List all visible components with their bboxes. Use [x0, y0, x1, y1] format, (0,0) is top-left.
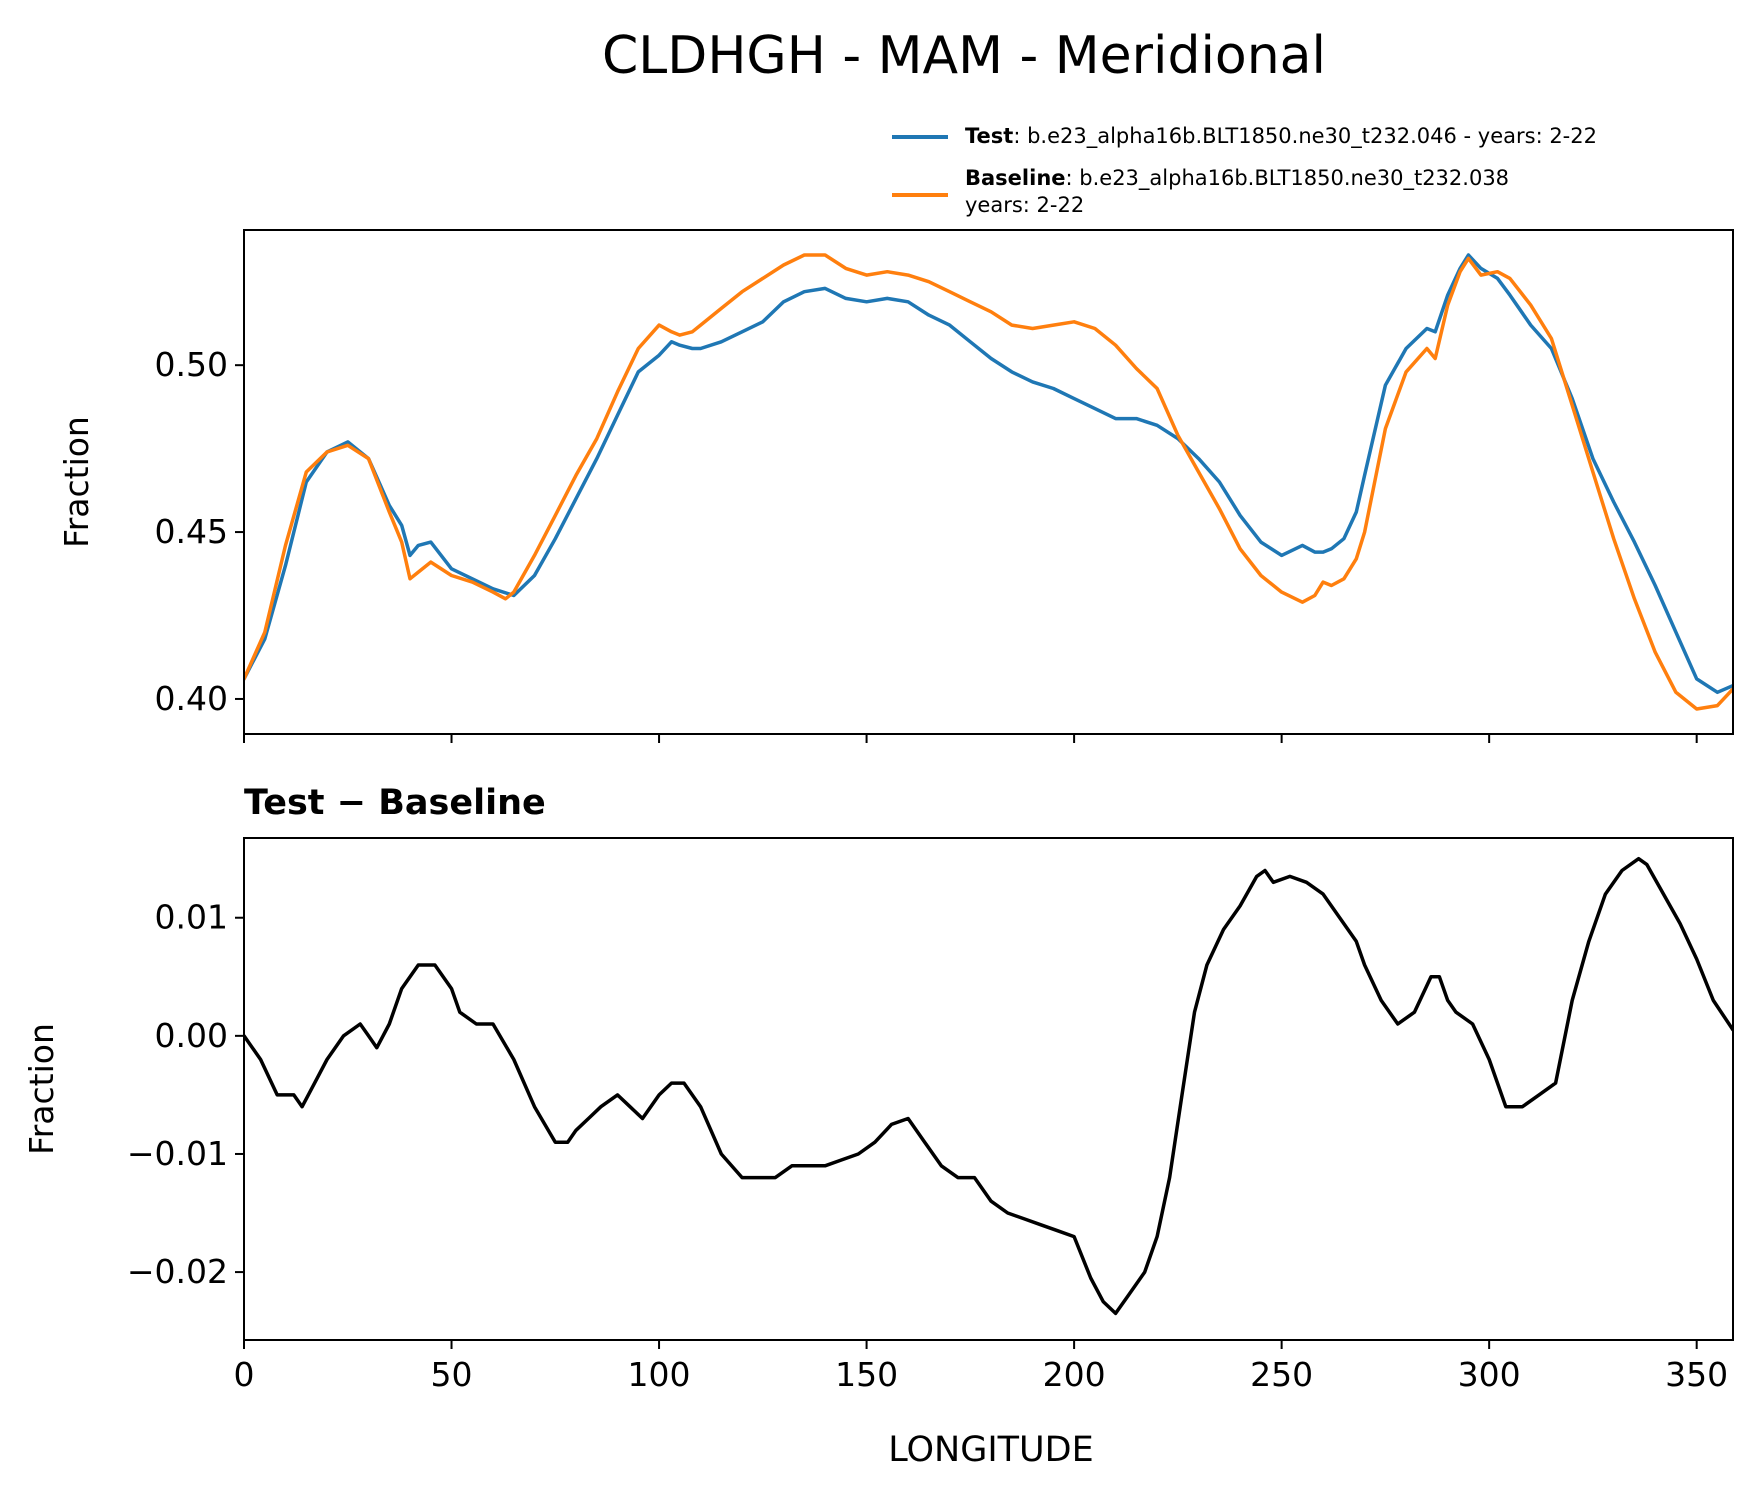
bottom-series-group [244, 856, 1733, 1316]
bottom-x-tick-label: 350 [1665, 1355, 1728, 1394]
bottom-y-tick-label: 0.01 [155, 898, 228, 937]
top-axes-frame [243, 229, 1734, 735]
bottom-x-tick-label: 150 [835, 1355, 898, 1394]
top-y-ticks: 0.40 0.45 0.50 [155, 345, 244, 718]
top-y-tick-label: 0.50 [155, 345, 228, 384]
bottom-x-tick-label: 100 [628, 1355, 691, 1394]
bottom-y-tick-label: −0.01 [127, 1134, 228, 1173]
top-series-group [244, 253, 1733, 711]
top-y-tick-label: 0.45 [155, 512, 228, 551]
bottom-x-tick-label: 50 [431, 1355, 473, 1394]
bottom-x-axis-label: LONGITUDE [888, 1430, 1094, 1470]
bottom-x-tick-label: 0 [234, 1355, 255, 1394]
bottom-y-ticks: −0.02 −0.01 0.00 0.01 [127, 898, 244, 1291]
figure-title: CLDHGH - MAM - Meridional [602, 26, 1326, 86]
bottom-x-tick-label: 250 [1250, 1355, 1313, 1394]
panel-top: 0.40 0.45 0.50 Fraction [57, 229, 1734, 743]
bottom-y-tick-label: 0.00 [155, 1016, 228, 1055]
top-x-ticks [243, 734, 1698, 743]
series-line-test [244, 253, 1733, 695]
bottom-x-ticks: 0 50 100 150 200 250 300 350 [234, 1340, 1728, 1394]
bottom-y-axis-label: Fraction [22, 1023, 61, 1155]
series-line-baseline [244, 253, 1733, 711]
legend: Test: b.e23_alpha16b.BLT1850.ne30_t232.0… [892, 124, 1597, 217]
bottom-x-tick-label: 200 [1043, 1355, 1106, 1394]
legend-label-baseline-years: years: 2-22 [965, 193, 1084, 217]
bottom-y-tick-label: −0.02 [127, 1252, 228, 1291]
top-y-axis-label: Fraction [57, 416, 96, 548]
legend-label-baseline: Baseline: b.e23_alpha16b.BLT1850.ne30_t2… [965, 166, 1509, 191]
bottom-axes-frame [243, 837, 1734, 1341]
top-y-tick-label: 0.40 [155, 679, 228, 718]
legend-label-test: Test: b.e23_alpha16b.BLT1850.ne30_t232.0… [965, 124, 1597, 149]
bottom-panel-title: Test − Baseline [244, 783, 546, 823]
series-line-test-baseline [244, 856, 1733, 1316]
panel-bottom: Test − Baseline −0.02 −0.01 0.00 0.01 0 50 10… [22, 783, 1734, 1470]
bottom-x-tick-label: 300 [1458, 1355, 1521, 1394]
